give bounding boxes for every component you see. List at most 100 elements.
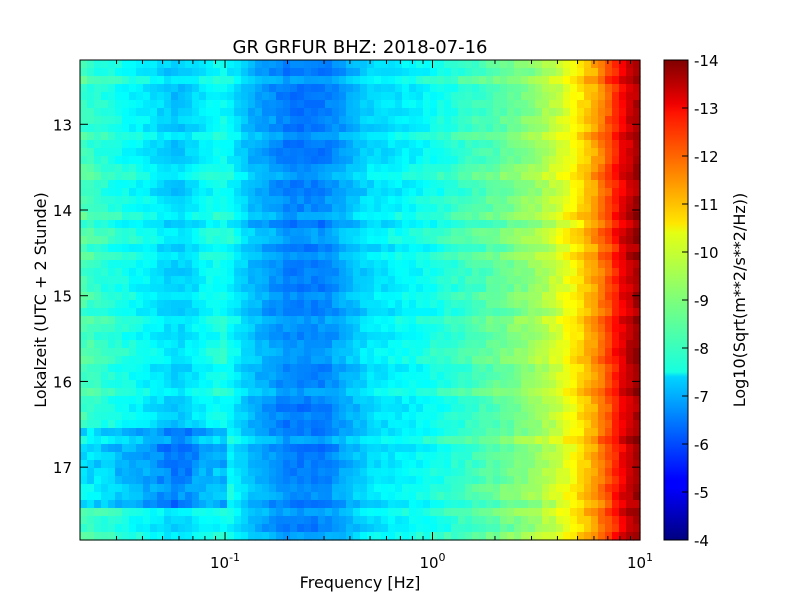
heatmap-cell — [633, 116, 641, 125]
heatmap-cell — [563, 196, 571, 205]
heatmap-cell — [241, 148, 249, 157]
heatmap-cell — [388, 316, 396, 325]
heatmap-cell — [458, 460, 466, 469]
heatmap-cell — [430, 396, 438, 405]
heatmap-cell — [220, 476, 228, 485]
heatmap-cell — [115, 516, 123, 525]
heatmap-cell — [570, 308, 578, 317]
heatmap-cell — [311, 420, 319, 429]
heatmap-cell — [521, 260, 529, 269]
heatmap-cell — [241, 380, 249, 389]
heatmap-cell — [563, 340, 571, 349]
heatmap-cell — [409, 420, 417, 429]
heatmap-cell — [605, 164, 613, 173]
heatmap-cell — [94, 100, 102, 109]
heatmap-cell — [514, 212, 522, 221]
heatmap-cell — [430, 196, 438, 205]
heatmap-cell — [290, 164, 298, 173]
heatmap-cell — [528, 60, 536, 69]
heatmap-cell — [626, 532, 634, 541]
heatmap-cell — [283, 340, 291, 349]
heatmap-cell — [108, 260, 116, 269]
heatmap-cell — [220, 508, 228, 517]
heatmap-cell — [143, 444, 151, 453]
heatmap-cell — [325, 524, 333, 533]
heatmap-cell — [220, 348, 228, 357]
heatmap-cell — [304, 492, 312, 501]
heatmap-cell — [521, 516, 529, 525]
heatmap-cell — [395, 380, 403, 389]
heatmap-cell — [514, 180, 522, 189]
heatmap-cell — [276, 292, 284, 301]
heatmap-cell — [262, 348, 270, 357]
heatmap-cell — [136, 300, 144, 309]
heatmap-cell — [521, 532, 529, 541]
heatmap-cell — [423, 276, 431, 285]
heatmap-cell — [108, 332, 116, 341]
heatmap-cell — [297, 228, 305, 237]
heatmap-cell — [101, 116, 109, 125]
heatmap-cell — [192, 180, 200, 189]
heatmap-cell — [241, 68, 249, 77]
heatmap-cell — [437, 332, 445, 341]
heatmap-cell — [241, 100, 249, 109]
heatmap-cell — [213, 180, 221, 189]
heatmap-cell — [556, 212, 564, 221]
heatmap-cell — [458, 204, 466, 213]
heatmap-cell — [255, 404, 263, 413]
heatmap-cell — [626, 116, 634, 125]
heatmap-cell — [626, 204, 634, 213]
heatmap-cell — [227, 172, 235, 181]
heatmap-cell — [220, 444, 228, 453]
heatmap-cell — [157, 476, 165, 485]
heatmap-cell — [430, 140, 438, 149]
heatmap-cell — [479, 76, 487, 85]
heatmap-cell — [388, 460, 396, 469]
heatmap-cell — [80, 300, 88, 309]
heatmap-cell — [318, 164, 326, 173]
heatmap-cell — [80, 100, 88, 109]
heatmap-cell — [563, 236, 571, 245]
heatmap-cell — [171, 116, 179, 125]
heatmap-cell — [402, 164, 410, 173]
heatmap-cell — [465, 396, 473, 405]
heatmap-cell — [87, 196, 95, 205]
heatmap-cell — [619, 340, 627, 349]
heatmap-cell — [115, 132, 123, 141]
heatmap-cell — [584, 100, 592, 109]
heatmap-cell — [255, 268, 263, 277]
heatmap-cell — [542, 324, 550, 333]
heatmap-cell — [318, 396, 326, 405]
heatmap-cell — [367, 444, 375, 453]
heatmap-cell — [185, 228, 193, 237]
heatmap-cell — [528, 132, 536, 141]
heatmap-cell — [360, 284, 368, 293]
heatmap-cell — [87, 76, 95, 85]
heatmap-cell — [213, 324, 221, 333]
heatmap-cell — [451, 444, 459, 453]
heatmap-cell — [178, 348, 186, 357]
heatmap-cell — [514, 284, 522, 293]
heatmap-cell — [374, 492, 382, 501]
heatmap-cell — [192, 436, 200, 445]
heatmap-cell — [178, 108, 186, 117]
heatmap-cell — [164, 492, 172, 501]
heatmap-cell — [563, 500, 571, 509]
heatmap-cell — [255, 196, 263, 205]
heatmap-cell — [500, 452, 508, 461]
heatmap-cell — [94, 60, 102, 69]
heatmap-cell — [136, 124, 144, 133]
heatmap-cell — [409, 468, 417, 477]
heatmap-cell — [192, 300, 200, 309]
heatmap-cell — [213, 164, 221, 173]
heatmap-cell — [416, 492, 424, 501]
heatmap-cell — [87, 140, 95, 149]
heatmap-cell — [297, 460, 305, 469]
heatmap-cell — [234, 436, 242, 445]
heatmap-cell — [563, 252, 571, 261]
heatmap-cell — [129, 276, 137, 285]
heatmap-cell — [521, 460, 529, 469]
heatmap-cell — [409, 164, 417, 173]
heatmap-cell — [437, 316, 445, 325]
heatmap-cell — [465, 284, 473, 293]
